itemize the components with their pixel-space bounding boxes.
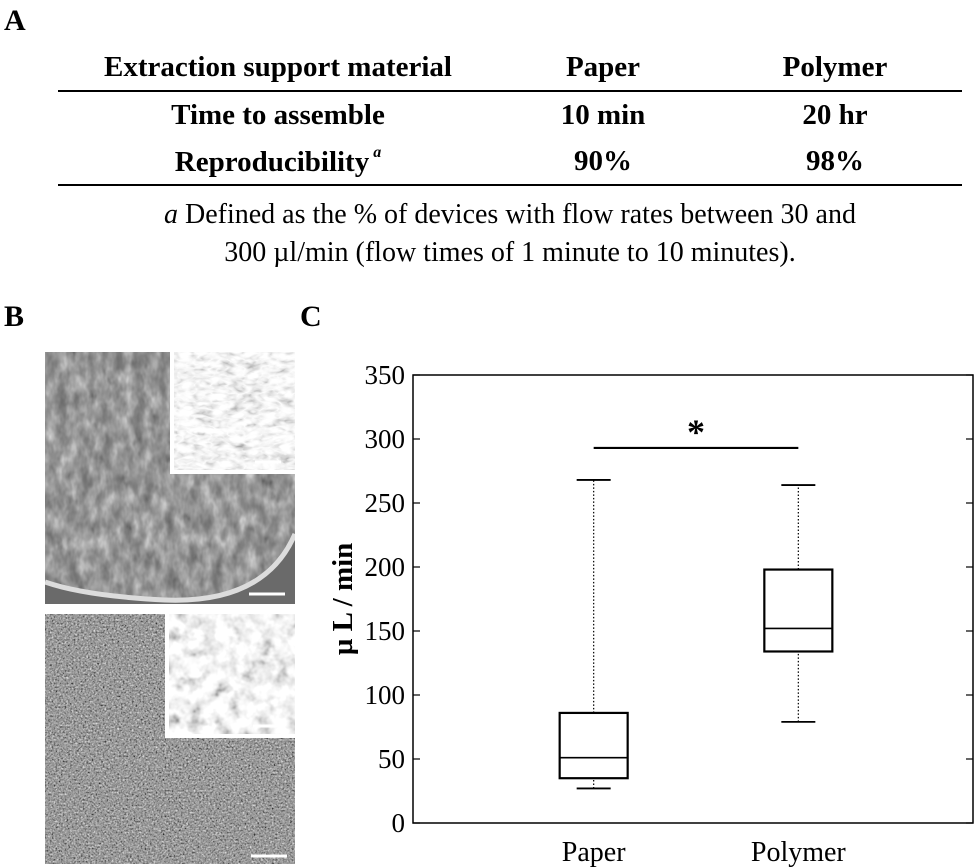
panel-label-a: A xyxy=(4,4,26,37)
header-material: Extraction support material xyxy=(104,50,452,83)
polymer-value: 98% xyxy=(806,144,864,177)
polymer-value: 20 hr xyxy=(802,98,868,131)
table-row: Time to assemble 10 min 20 hr xyxy=(58,91,962,138)
box-paper xyxy=(558,711,629,780)
y-tick-label: 50 xyxy=(378,744,405,774)
sem-polymer-image xyxy=(45,614,295,864)
header-paper: Paper xyxy=(565,50,641,83)
x-tick-label: Paper xyxy=(562,837,626,868)
box-polymer xyxy=(763,568,834,653)
header-polymer: Polymer xyxy=(782,50,888,83)
panel-label-c: C xyxy=(300,300,322,333)
paper-value: 10 min xyxy=(560,98,646,131)
y-tick-label: 350 xyxy=(365,360,406,390)
footnote-mark: a xyxy=(164,199,178,230)
y-tick-label: 0 xyxy=(392,808,406,838)
y-tick-label: 200 xyxy=(365,552,406,582)
table-header-row: Extraction support material Paper Polyme… xyxy=(58,44,962,91)
footnote-line-2: 300 µl/min (flow times of 1 minute to 10… xyxy=(224,237,796,268)
footnote-line-1: Defined as the % of devices with flow ra… xyxy=(185,199,856,230)
plot-frame xyxy=(412,374,974,824)
x-tick-label: Polymer xyxy=(751,837,847,868)
y-axis-label: µ L / min xyxy=(327,543,359,656)
table-footnote: a Defined as the % of devices with flow … xyxy=(40,196,980,272)
comparison-table: Extraction support material Paper Polyme… xyxy=(58,44,962,186)
footnote-superscript: a xyxy=(373,143,382,161)
y-tick-label: 300 xyxy=(365,424,406,454)
significance-asterisk: * xyxy=(687,412,705,452)
table-row: Reproducibility a 90% 98% xyxy=(58,138,962,185)
paper-value: 90% xyxy=(574,144,632,177)
y-tick-label: 100 xyxy=(365,680,406,710)
panel-label-b: B xyxy=(4,300,25,333)
y-tick-label: 250 xyxy=(365,488,406,518)
row-label: Reproducibility a xyxy=(174,143,382,178)
y-tick-label: 150 xyxy=(365,616,406,646)
flow-rate-boxplot: 0 50 100 150 200 250 300 350 µ L / min Paper Polym… xyxy=(327,360,974,868)
row-label: Time to assemble xyxy=(171,98,385,131)
sem-paper-image xyxy=(45,352,295,604)
